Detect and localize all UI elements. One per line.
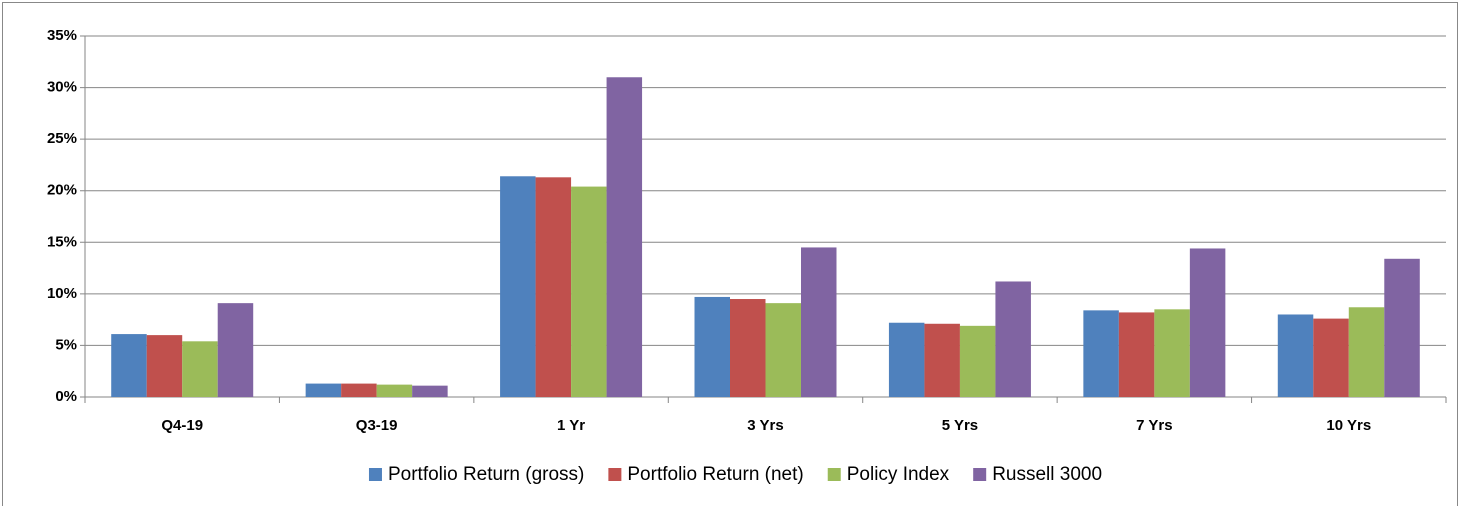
y-tick-label: 10% [47, 285, 77, 302]
legend-label: Russell 3000 [992, 464, 1102, 485]
bar [412, 385, 448, 397]
bar [1348, 307, 1385, 397]
bar [571, 186, 607, 397]
bar [606, 77, 643, 397]
bar [924, 323, 960, 397]
legend-swatch [368, 468, 382, 481]
x-tick-label: 1 Yr [557, 417, 585, 434]
y-tick-label: 15% [47, 233, 77, 250]
legend-label: Portfolio Return (gross) [388, 464, 584, 485]
bar [888, 322, 925, 397]
bar [111, 334, 147, 397]
bar [305, 383, 342, 397]
y-tick-label: 25% [47, 130, 77, 147]
bar [765, 303, 801, 397]
x-tick-label: 10 Yrs [1326, 417, 1371, 434]
legend-label: Portfolio Return (net) [627, 464, 803, 485]
legend-swatch [608, 468, 622, 481]
bar [1313, 318, 1349, 397]
x-tick-label: 5 Yrs [942, 417, 978, 434]
bar [730, 299, 766, 397]
bar [146, 335, 183, 397]
y-tick-label: 30% [47, 79, 77, 96]
bar [801, 247, 837, 397]
bar [1384, 258, 1420, 397]
bar [182, 341, 218, 397]
bar [500, 176, 536, 397]
legend-swatch [973, 468, 987, 481]
x-tick-label: 3 Yrs [747, 417, 783, 434]
bar [535, 177, 572, 397]
x-tick-label: Q3-19 [356, 417, 398, 434]
bar [1154, 309, 1190, 397]
legend-label: Policy Index [847, 464, 950, 485]
y-tick-label: 0% [55, 388, 77, 405]
legend-swatch [827, 468, 841, 481]
bar [341, 383, 377, 397]
bar [959, 325, 996, 397]
y-tick-label: 20% [47, 182, 77, 199]
bar [1118, 312, 1155, 397]
x-tick-label: 7 Yrs [1136, 417, 1172, 434]
bar [217, 303, 254, 397]
y-tick-label: 35% [47, 27, 77, 44]
y-tick-label: 5% [55, 336, 77, 353]
bar [1189, 248, 1226, 397]
bar [995, 281, 1031, 397]
bar [1277, 314, 1314, 397]
bar [376, 384, 413, 397]
bar [1083, 310, 1119, 397]
x-tick-label: Q4-19 [161, 417, 203, 434]
bar [694, 296, 730, 397]
